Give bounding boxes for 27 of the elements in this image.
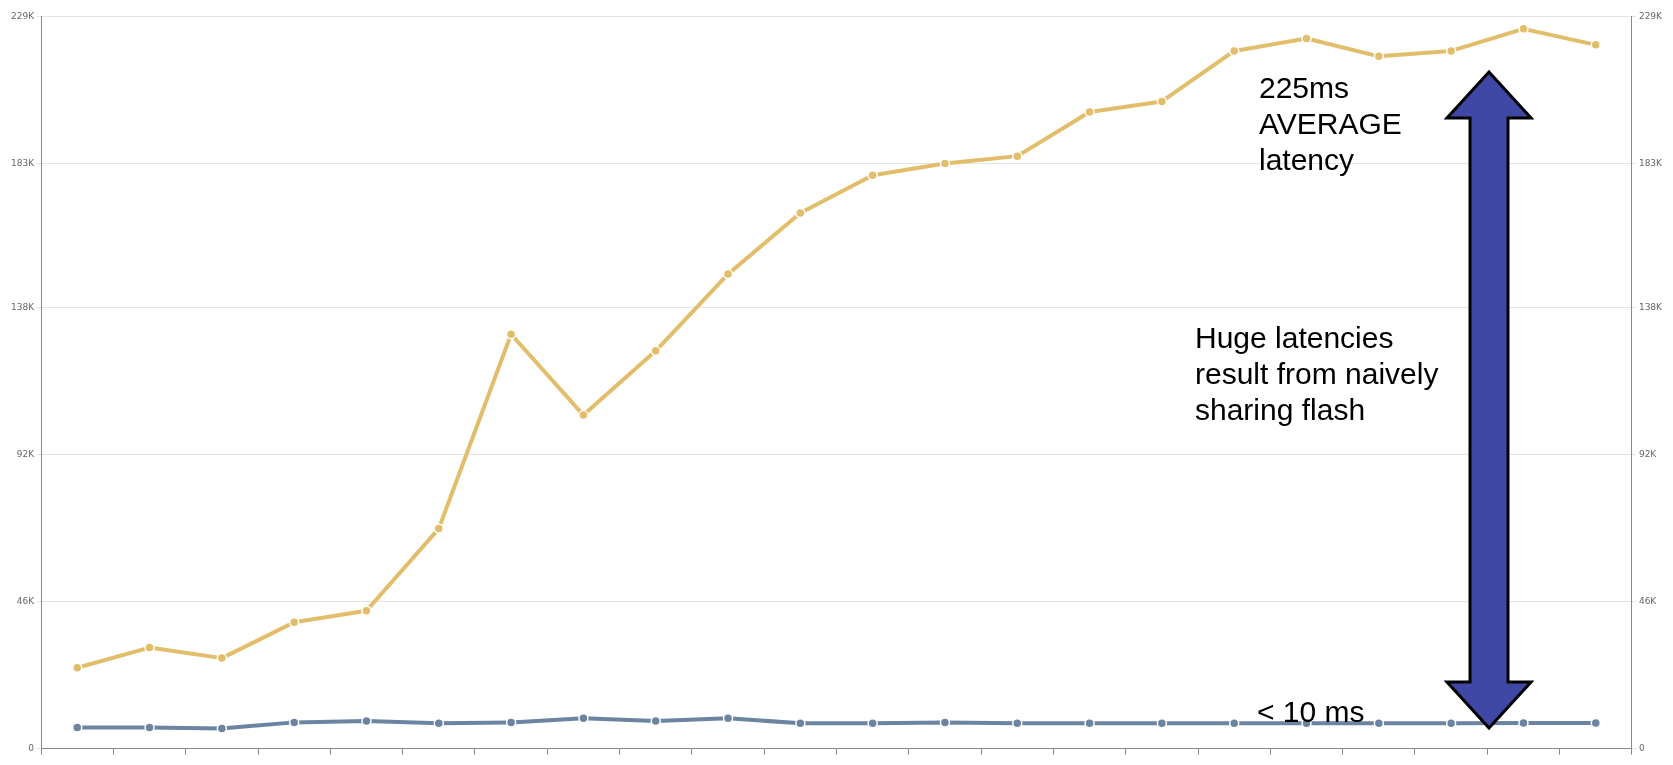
y2-tick-label: 46K [1638, 595, 1658, 606]
y2-tick-label: 229K [1638, 10, 1664, 21]
y-tick-label: 183K [10, 157, 36, 168]
y-tick-label: 46K [16, 595, 36, 606]
y-tick-label: 0 [28, 742, 35, 753]
y2-tick-label: 92K [1638, 448, 1658, 459]
point [144, 722, 155, 733]
point [144, 642, 155, 653]
y-tick-label: 138K [10, 301, 36, 312]
point [216, 723, 228, 734]
annotation: Huge latencies result from naively sharing flash [1195, 320, 1440, 428]
y-tick-label: 92K [16, 448, 36, 459]
point [939, 158, 951, 169]
y2-tick-label: 183K [1638, 157, 1664, 168]
point [505, 717, 517, 728]
point [650, 345, 661, 357]
point [867, 170, 878, 181]
y-tick-label: 229K [10, 10, 36, 21]
annotation: 225ms AVERAGE latency [1259, 70, 1403, 178]
y2-tick-label: 138K [1638, 301, 1664, 312]
point [288, 717, 300, 728]
annotation: < 10 ms [1257, 694, 1366, 730]
y2-tick-label: 0 [1638, 742, 1645, 753]
point [1301, 33, 1312, 44]
point [1156, 96, 1168, 107]
point [722, 268, 734, 280]
point [939, 717, 951, 728]
